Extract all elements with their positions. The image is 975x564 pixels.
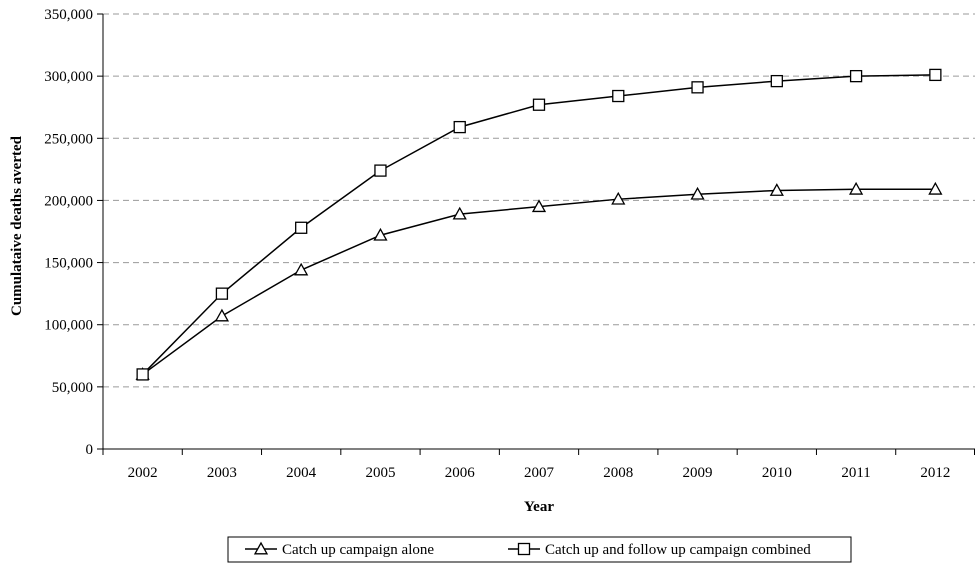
legend: Catch up campaign alone Catch up and foll…: [227, 536, 852, 563]
x-tick-label: 2006: [445, 465, 476, 481]
series-2: [136, 68, 942, 381]
legend-item-2: Catch up and follow up campaign combined: [508, 542, 811, 558]
y-tick-label: 0: [86, 442, 94, 458]
data-point: [612, 89, 625, 103]
data-point: [928, 181, 943, 195]
y-tick-label: 50,000: [52, 380, 93, 396]
data-point: [214, 308, 230, 322]
data-point: [929, 68, 942, 82]
y-tick-label: 350,000: [44, 7, 93, 23]
x-tick-label: 2004: [286, 465, 317, 481]
x-tick-label: 2011: [841, 465, 870, 481]
series-1: [135, 181, 943, 380]
data-point: [690, 186, 705, 200]
x-tick-label: 2002: [128, 465, 158, 481]
y-tick-label: 250,000: [44, 131, 93, 147]
y-tick-label: 150,000: [44, 256, 93, 272]
legend-label: Catch up and follow up campaign combined: [545, 542, 811, 558]
data-point: [848, 181, 864, 195]
data-point: [452, 206, 467, 220]
axes: [97, 13, 975, 455]
data-point: [215, 287, 229, 300]
legend-item-1: Catch up campaign alone: [245, 541, 434, 558]
x-tick-label: 2005: [365, 465, 395, 481]
x-axis-title: Year: [524, 499, 554, 515]
data-point: [294, 262, 309, 276]
data-point: [136, 368, 149, 381]
series-line: [142, 74, 936, 375]
series-line: [142, 188, 936, 376]
data-point: [374, 164, 387, 177]
y-axis-title: Cumulataive deaths averted: [9, 135, 25, 316]
data-point: [373, 227, 388, 241]
data-point: [532, 98, 546, 111]
data-point: [531, 199, 547, 213]
triangle-icon: [253, 541, 269, 555]
data-point: [611, 191, 626, 205]
square-icon: [517, 542, 531, 556]
series-lines: [135, 68, 943, 381]
data-point: [453, 120, 466, 134]
data-point: [770, 74, 783, 88]
data-point: [295, 221, 308, 234]
y-tick-label: 200,000: [44, 193, 93, 209]
x-tick-label: 2008: [603, 465, 633, 481]
data-point: [849, 69, 863, 83]
legend-items: Catch up campaign alone Catch up and foll…: [245, 541, 811, 558]
y-tick-label: 300,000: [44, 69, 93, 85]
y-tick-label: 100,000: [44, 318, 93, 334]
x-tick-label: 2007: [524, 465, 555, 481]
data-point: [691, 81, 704, 94]
x-tick-label: 2010: [762, 465, 792, 481]
x-tick-label: 2009: [683, 465, 713, 481]
data-point: [769, 183, 784, 196]
x-tick-label: 2003: [207, 465, 237, 481]
tick-labels: 0 50,000 100,000 150,000 200,000 250,000 300,0…: [44, 7, 950, 481]
legend-label: Catch up campaign alone: [282, 542, 434, 558]
x-tick-label: 2012: [920, 465, 950, 481]
